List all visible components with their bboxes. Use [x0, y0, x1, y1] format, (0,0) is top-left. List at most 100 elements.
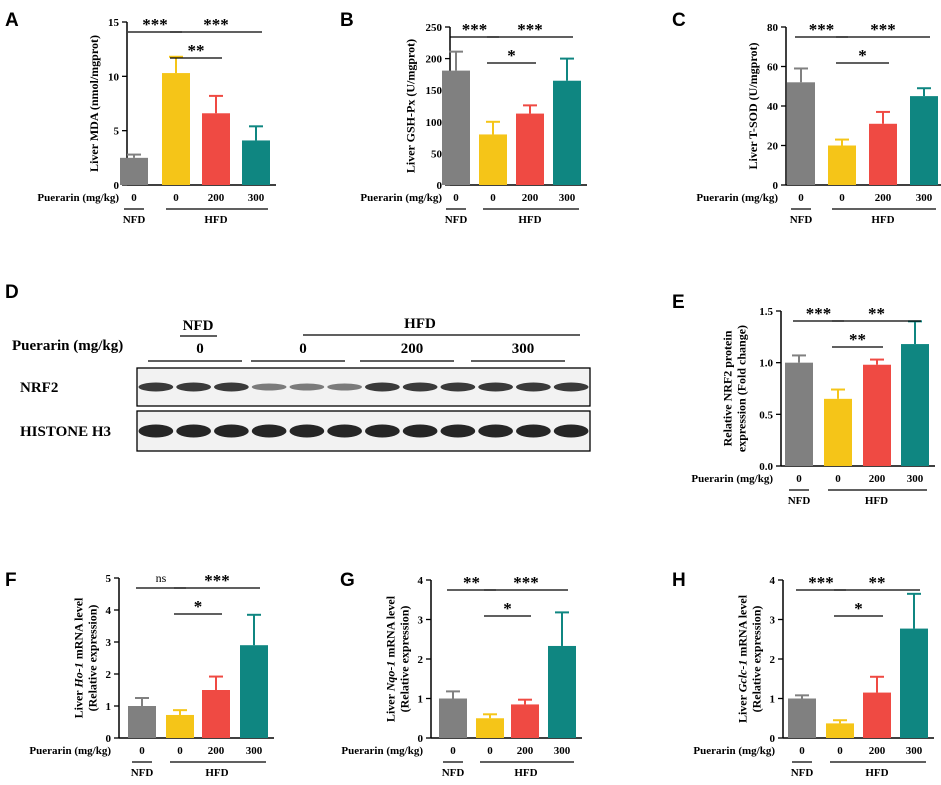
y-axis-label: Liver Gclc-1 mRNA level	[736, 594, 750, 723]
chart-panel-H: H 0 1 2 3 4 Liver Gclc-1 mRNA level (Relative e…	[672, 570, 934, 779]
chart-panel-E: E 0.0 0.5 1.0 1.5 Relative NRF2 protein expres…	[672, 292, 935, 507]
blot-band	[440, 382, 476, 392]
significance-label: ***	[806, 304, 832, 323]
significance-label: **	[188, 41, 205, 60]
x-category-label: 0	[837, 745, 843, 757]
y-tick-label: 0.0	[759, 461, 773, 473]
y-tick-label: 150	[426, 85, 443, 97]
group-label-hfd: HFD	[865, 495, 888, 507]
bar-2	[863, 692, 891, 738]
blot-group-nfd: NFD	[183, 318, 214, 334]
y-axis-label: Liver T-SOD (U/mgprot)	[746, 43, 760, 170]
x-category-label: 0	[798, 192, 804, 204]
x-category-label: 0	[177, 745, 183, 757]
bar-1	[826, 723, 854, 738]
significance-label: ***	[870, 20, 896, 39]
x-category-label: 200	[869, 473, 886, 485]
y-tick-label: 100	[426, 117, 443, 129]
significance-label: *	[503, 599, 512, 618]
bar-3	[548, 645, 576, 738]
blot-band	[516, 424, 551, 438]
x-category-label: 0	[490, 192, 496, 204]
blot-dose-label: 200	[401, 341, 424, 357]
x-category-label: 300	[906, 745, 923, 757]
y-tick-label: 0	[418, 733, 424, 745]
significance-label: ***	[517, 20, 543, 39]
x-axis-label: Puerarin (mg/kg)	[693, 745, 775, 757]
western-blot-panel: D NFD HFD Puerarin (mg/kg) 0 0 200 300 NRF2 HISTO…	[5, 282, 591, 452]
y-axis-label: expression (Fold change)	[735, 325, 749, 452]
blot-band	[214, 424, 249, 438]
x-axis-label: Puerarin (mg/kg)	[360, 192, 442, 204]
bar-0	[120, 157, 148, 185]
x-category-label: 0	[131, 192, 137, 204]
y-tick-label: 1.5	[759, 306, 773, 318]
y-tick-label: 80	[767, 22, 779, 34]
significance-label: **	[463, 573, 480, 592]
group-label-nfd: NFD	[788, 495, 811, 507]
blot-xlabel: Puerarin (mg/kg)	[12, 338, 123, 354]
x-category-label: 0	[139, 745, 145, 757]
chart-panel-F: F 0 1 2 3 4 5 Liver Ho-1 mRNA level (Relative ex…	[5, 570, 274, 779]
y-tick-label: 60	[767, 62, 779, 74]
x-axis-label: Puerarin (mg/kg)	[691, 473, 773, 485]
y-axis-label: Liver MDA (nmol/mgprot)	[87, 35, 101, 172]
panel-label: B	[340, 10, 354, 31]
blot-band	[365, 424, 400, 438]
bar-1	[476, 718, 504, 738]
x-category-label: 200	[208, 745, 225, 757]
x-category-label: 200	[517, 745, 534, 757]
group-label-nfd: NFD	[442, 767, 465, 779]
significance-label: *	[507, 46, 516, 65]
significance-label: **	[868, 304, 885, 323]
group-label-hfd: HFD	[871, 214, 894, 226]
significance-label: **	[849, 330, 866, 349]
bar-3	[240, 645, 268, 738]
y-tick-label: 5	[106, 573, 112, 585]
blot-band	[327, 383, 362, 391]
x-axis-label: Puerarin (mg/kg)	[696, 192, 778, 204]
group-label-hfd: HFD	[205, 767, 228, 779]
significance-label: **	[869, 573, 886, 592]
x-axis-label: Puerarin (mg/kg)	[341, 745, 423, 757]
chart-panel-G: G 0 1 2 3 4 Liver Nqo-1 mRNA level (Relative ex…	[340, 570, 582, 779]
blot-dose-label: 0	[196, 341, 204, 357]
y-tick-label: 250	[426, 22, 443, 34]
x-category-label: 0	[487, 745, 493, 757]
x-category-label: 300	[907, 473, 924, 485]
y-tick-label: 2	[418, 654, 424, 666]
y-axis-label: Relative NRF2 protein	[721, 330, 735, 446]
blot-band	[365, 382, 400, 392]
blot-band	[402, 382, 438, 392]
x-category-label: 0	[839, 192, 845, 204]
y-tick-label: 0	[114, 180, 120, 192]
blot-band	[289, 424, 325, 438]
bar-1	[162, 73, 190, 185]
x-category-label: 0	[450, 745, 456, 757]
y-axis-label: (Relative expression)	[750, 606, 764, 713]
bar-0	[788, 698, 816, 738]
y-tick-label: 2	[106, 669, 112, 681]
y-tick-label: 3	[770, 615, 776, 627]
bar-0	[442, 70, 470, 185]
x-category-label: 0	[835, 473, 841, 485]
x-axis-label: Puerarin (mg/kg)	[29, 745, 111, 757]
blot-band	[176, 424, 211, 438]
y-tick-label: 15	[108, 17, 120, 29]
y-tick-label: 200	[426, 54, 443, 66]
y-tick-label: 3	[418, 615, 424, 627]
blot-box-histone-h3	[136, 410, 591, 452]
significance-label: ***	[808, 573, 834, 592]
blot-band	[402, 424, 438, 438]
y-tick-label: 2	[770, 654, 776, 666]
significance-label: ***	[809, 20, 835, 39]
y-axis-label: Liver Ho-1 mRNA level	[72, 597, 86, 718]
group-label-nfd: NFD	[131, 767, 154, 779]
y-tick-label: 0	[437, 180, 443, 192]
y-axis-label: (Relative expression)	[398, 606, 412, 713]
chart-panel-B: B 0 50 100 150 200 250 Liver GSH-Px (U/mgprot) *…	[340, 10, 587, 226]
bar-0	[439, 698, 467, 738]
panel-label: E	[672, 292, 685, 313]
y-axis-label: (Relative expression)	[86, 605, 100, 712]
group-label-hfd: HFD	[514, 767, 537, 779]
